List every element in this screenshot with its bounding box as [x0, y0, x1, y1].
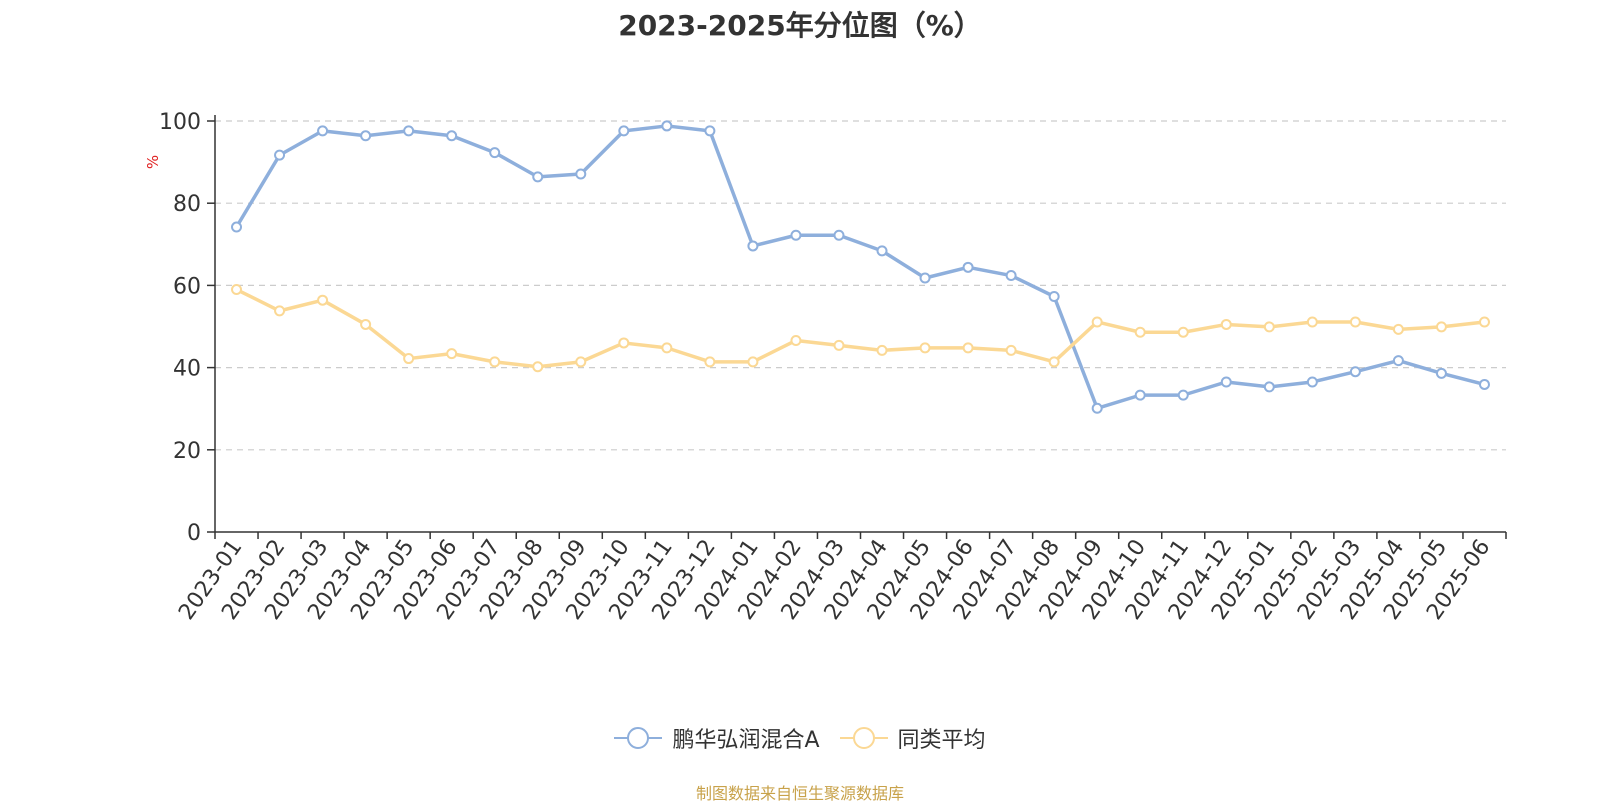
series-1 — [231, 284, 1490, 373]
legend-line-circle-icon — [839, 727, 888, 749]
data-point — [360, 318, 372, 330]
data-point — [1005, 270, 1017, 282]
data-point — [661, 342, 673, 354]
data-point — [317, 125, 329, 137]
data-point — [618, 337, 630, 349]
y-axis-unit: % — [144, 155, 162, 169]
data-point — [1435, 321, 1447, 333]
data-point — [489, 147, 501, 159]
data-point — [446, 130, 458, 142]
data-point — [1263, 381, 1275, 393]
data-point — [1478, 378, 1490, 390]
legend-line-circle-icon — [614, 727, 663, 749]
data-point — [704, 356, 716, 368]
y-tick-label: 60 — [173, 274, 201, 299]
data-point — [1349, 366, 1361, 378]
data-point — [1392, 323, 1404, 335]
chart-title: 2023-2025年分位图（%） — [618, 9, 982, 42]
data-point — [1220, 318, 1232, 330]
data-point — [876, 245, 888, 257]
data-point — [790, 229, 802, 241]
legend-label: 同类平均 — [897, 728, 986, 753]
y-tick-label: 40 — [173, 357, 201, 382]
data-point — [1306, 376, 1318, 388]
data-point — [231, 221, 243, 233]
data-point — [532, 361, 544, 373]
data-point — [1349, 316, 1361, 328]
legend-label: 鹏华弘润混合A — [672, 728, 820, 753]
data-point — [1220, 376, 1232, 388]
data-point — [360, 130, 372, 142]
data-point — [231, 284, 243, 296]
data-point — [876, 344, 888, 356]
series-line — [235, 287, 1485, 369]
series-lines — [231, 120, 1490, 414]
data-point — [274, 305, 286, 317]
data-point — [704, 125, 716, 137]
data-point — [1392, 355, 1404, 367]
data-point — [532, 171, 544, 183]
data-point — [919, 342, 931, 354]
data-point — [790, 334, 802, 346]
series-0 — [231, 120, 1490, 414]
data-point — [962, 261, 974, 273]
y-tick-label: 0 — [187, 521, 201, 546]
data-point — [1091, 402, 1103, 414]
data-point — [618, 125, 630, 137]
data-point — [1048, 290, 1060, 302]
data-source-note: 制图数据来自恒生聚源数据库 — [695, 784, 904, 803]
data-point — [403, 353, 415, 365]
data-point — [575, 356, 587, 368]
data-point — [317, 294, 329, 306]
data-point — [1306, 316, 1318, 328]
y-tick-label: 20 — [173, 439, 201, 464]
data-point — [747, 356, 759, 368]
data-point — [962, 342, 974, 354]
data-point — [403, 125, 415, 137]
legend-item-series-1[interactable]: 同类平均 — [839, 722, 986, 754]
data-point — [747, 240, 759, 252]
legend-item-series-0[interactable]: 鹏华弘润混合A — [614, 722, 820, 754]
data-point — [661, 120, 673, 132]
grid-lines — [215, 120, 1506, 451]
data-point — [446, 348, 458, 360]
y-tick-label: 80 — [173, 192, 201, 217]
series-line — [235, 124, 1485, 411]
data-point — [1435, 367, 1447, 379]
data-point — [833, 229, 845, 241]
data-point — [919, 272, 931, 284]
data-point — [1177, 389, 1189, 401]
data-point — [1177, 326, 1189, 338]
data-point — [1048, 356, 1060, 368]
data-point — [1005, 344, 1017, 356]
y-tick-label: 100 — [159, 110, 201, 135]
data-point — [1134, 389, 1146, 401]
line-chart: 020406080100%2023-012023-022023-032023-0… — [144, 110, 1507, 625]
data-point — [1263, 321, 1275, 333]
data-point — [489, 356, 501, 368]
data-point — [274, 149, 286, 161]
data-point — [575, 168, 587, 180]
data-point — [1091, 316, 1103, 328]
data-point — [1478, 316, 1490, 328]
data-point — [833, 339, 845, 351]
legend: 鹏华弘润混合A 同类平均 — [0, 722, 1600, 754]
data-point — [1134, 326, 1146, 338]
